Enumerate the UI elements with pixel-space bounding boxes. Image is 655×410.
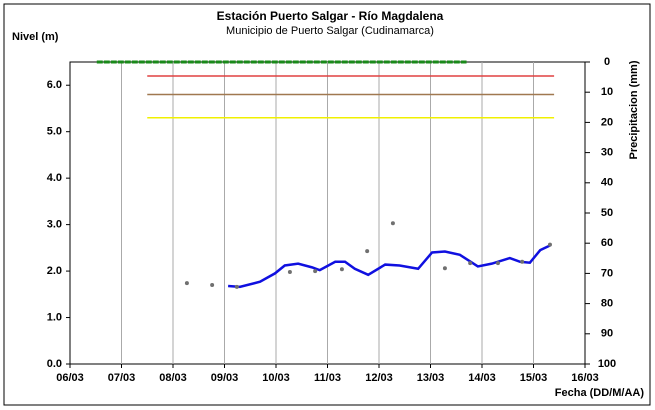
y2-tick-label: 100 (598, 358, 616, 370)
point (234, 284, 239, 289)
point (468, 261, 473, 266)
x-tick-label: 13/03 (417, 372, 445, 384)
y2-tick-label: 0 (604, 56, 610, 68)
point (547, 242, 552, 247)
y-tick-label: 1.0 (47, 311, 62, 323)
x-tick-label: 12/03 (365, 372, 393, 384)
chart-subtitle: Municipio de Puerto Salgar (Cudinamarca) (226, 25, 434, 37)
chart-title: Estación Puerto Salgar - Río Magdalena (217, 9, 444, 23)
y2-tick-label: 40 (601, 177, 613, 189)
y-axis-label: Nivel (m) (12, 31, 59, 43)
x-tick-label: 16/03 (571, 372, 599, 384)
y2-tick-label: 60 (601, 237, 613, 249)
y-tick-label: 5.0 (47, 126, 62, 138)
y-tick-label: 4.0 (47, 172, 62, 184)
point (495, 261, 500, 266)
x-tick-label: 06/03 (56, 372, 84, 384)
point (184, 281, 189, 286)
x-tick-label: 08/03 (159, 372, 187, 384)
x-tick-label: 15/03 (520, 372, 548, 384)
y-tick-label: 3.0 (47, 219, 62, 231)
y2-tick-label: 20 (601, 116, 613, 128)
point (287, 270, 292, 275)
x-tick-label: 09/03 (211, 372, 239, 384)
point (365, 249, 370, 254)
x-tick-label: 11/03 (314, 372, 341, 384)
y2-tick-label: 80 (601, 298, 613, 310)
point (520, 259, 525, 264)
y2-tick-label: 70 (601, 267, 613, 279)
y2-tick-label: 10 (601, 86, 613, 98)
x-tick-label: 14/03 (468, 372, 496, 384)
point (390, 221, 395, 226)
point (313, 269, 318, 274)
y-tick-label: 0.0 (47, 358, 62, 370)
y2-tick-label: 50 (601, 207, 613, 219)
y2-axis-label: Precipitacion (mm) (628, 60, 640, 159)
point (339, 267, 344, 272)
level-line (228, 244, 551, 289)
x-tick-label: 07/03 (108, 372, 136, 384)
x-axis-label: Fecha (DD/M/AA) (555, 387, 645, 399)
x-tick-label: 10/03 (262, 372, 290, 384)
y-tick-label: 6.0 (47, 79, 62, 91)
y-tick-label: 2.0 (47, 265, 62, 277)
y2-tick-label: 30 (601, 147, 613, 159)
point (442, 266, 447, 271)
y2-tick-label: 90 (601, 328, 613, 340)
point (210, 283, 215, 288)
